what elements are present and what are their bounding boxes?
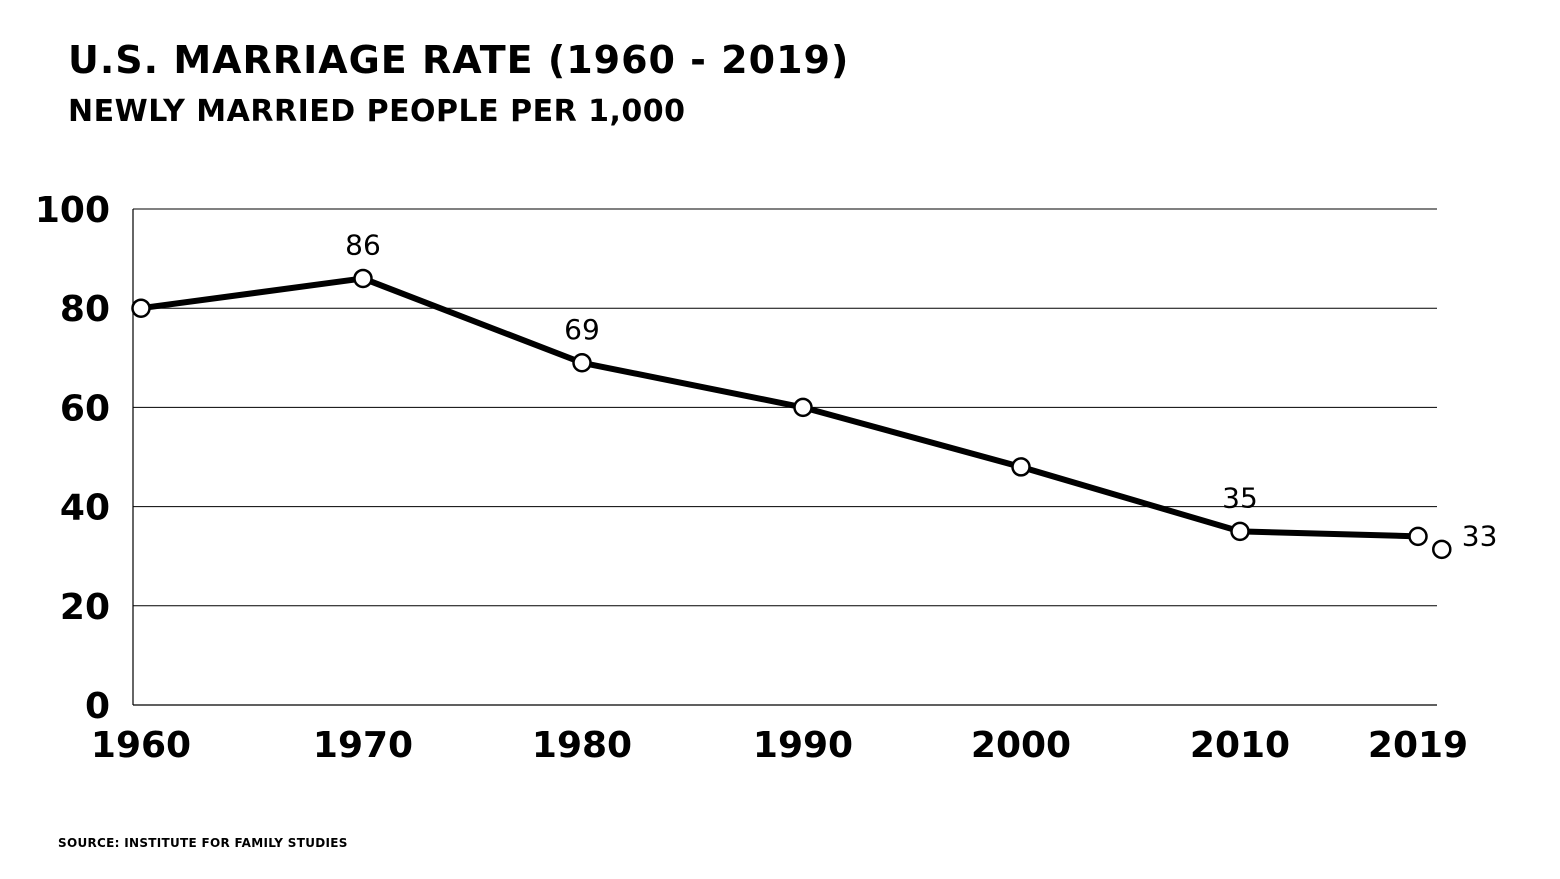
data-label-35: 35 — [1222, 481, 1258, 514]
chart-subtitle: NEWLY MARRIED PEOPLE PER 1,000 — [68, 94, 686, 129]
y-tick-label-40: 40 — [60, 488, 110, 529]
y-tick-label-20: 20 — [60, 587, 110, 628]
x-tick-label-2019: 2019 — [1368, 725, 1468, 766]
data-point-2000 — [1011, 457, 1031, 477]
data-point-1960 — [131, 298, 151, 318]
y-tick-label-100: 100 — [35, 190, 110, 231]
y-tick-label-0: 0 — [85, 686, 110, 727]
x-tick-label-1980: 1980 — [532, 725, 632, 766]
axes — [132, 209, 1437, 706]
data-point-1990 — [793, 397, 813, 418]
x-tick-label-2000: 2000 — [971, 725, 1071, 766]
data-point-2019 — [1408, 526, 1428, 547]
y-tick-label-60: 60 — [60, 388, 110, 429]
labels: 0 20 40 60 80 100 1960 1970 1980 1990 2000 2010 2019… — [35, 190, 1498, 766]
data-label-86: 86 — [345, 228, 381, 261]
source-note: SOURCE: INSTITUTE FOR FAMILY STUDIES — [58, 836, 348, 850]
x-tick-label-1990: 1990 — [753, 725, 853, 766]
data-label-69: 69 — [564, 313, 600, 346]
x-tick-label-2010: 2010 — [1190, 725, 1290, 766]
data-point-2010 — [1230, 521, 1250, 542]
data-label-33: 33 — [1462, 519, 1498, 552]
data-point-1980 — [572, 353, 592, 373]
gridlines — [133, 208, 1437, 607]
data-points — [131, 268, 1452, 560]
data-point-1970 — [353, 268, 373, 289]
x-tick-label-1970: 1970 — [313, 725, 413, 766]
chart-title: U.S. MARRIAGE RATE (1960 - 2019) — [68, 38, 850, 82]
data-point-extra — [1432, 539, 1452, 560]
y-tick-label-80: 80 — [60, 289, 110, 330]
x-tick-label-1960: 1960 — [91, 725, 191, 766]
